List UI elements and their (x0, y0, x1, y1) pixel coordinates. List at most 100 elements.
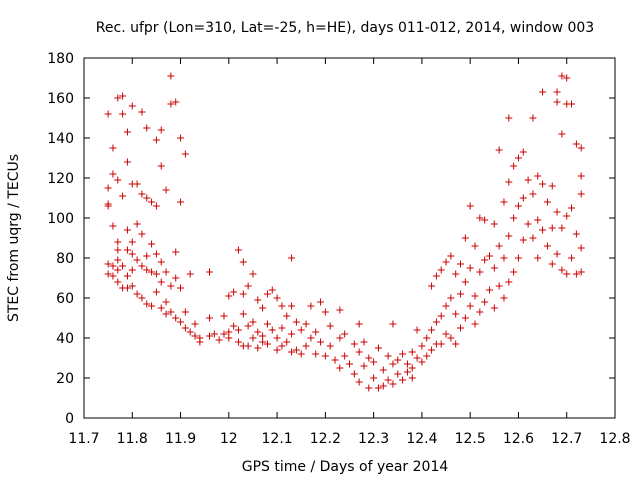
data-point (350, 340, 358, 348)
y-tick-label: 140 (47, 131, 74, 147)
data-point (490, 264, 498, 272)
data-point (432, 272, 440, 280)
data-point (514, 202, 522, 210)
data-point (143, 124, 151, 132)
data-point (263, 320, 271, 328)
data-point (162, 268, 170, 276)
data-point (172, 274, 180, 282)
data-point (403, 368, 411, 376)
data-point (447, 334, 455, 342)
data-point (563, 212, 571, 220)
data-point (119, 192, 127, 200)
data-point (534, 172, 542, 180)
data-point (370, 358, 378, 366)
y-tick-label: 120 (47, 171, 74, 187)
data-point (572, 270, 580, 278)
data-point (138, 190, 146, 198)
data-point (543, 198, 551, 206)
data-point (408, 348, 416, 356)
data-point (563, 74, 571, 82)
data-point (152, 202, 160, 210)
data-point (119, 110, 127, 118)
chart-title: Rec. ufpr (Lon=310, Lat=-25, h=HE), days… (96, 20, 594, 36)
data-point (519, 236, 527, 244)
y-tick-label: 180 (47, 51, 74, 67)
data-point (543, 242, 551, 250)
data-point (148, 198, 156, 206)
data-point (104, 110, 112, 118)
data-point (181, 324, 189, 332)
data-point (572, 230, 580, 238)
data-point (104, 260, 112, 268)
data-point (225, 334, 233, 342)
data-point (442, 302, 450, 310)
data-point (186, 270, 194, 278)
y-tick-label: 60 (56, 291, 74, 307)
x-axis-label: GPS time / Days of year 2014 (242, 459, 449, 475)
data-point (558, 224, 566, 232)
data-point (123, 158, 131, 166)
data-point (288, 254, 296, 262)
data-point (558, 130, 566, 138)
data-point (278, 324, 286, 332)
data-point (471, 292, 479, 300)
data-point (389, 380, 397, 388)
data-point (452, 340, 460, 348)
data-point (302, 342, 310, 350)
data-point (360, 362, 368, 370)
y-tick-label: 40 (56, 331, 74, 347)
data-point (336, 306, 344, 314)
x-tick-label: 11.9 (165, 431, 196, 447)
data-point (143, 252, 151, 260)
data-point (418, 342, 426, 350)
data-point (577, 144, 585, 152)
data-point (302, 320, 310, 328)
data-point (109, 272, 117, 280)
data-point (297, 350, 305, 358)
data-point (254, 296, 262, 304)
data-point (114, 176, 122, 184)
data-point (143, 266, 151, 274)
data-point (206, 314, 214, 322)
data-point (268, 286, 276, 294)
data-point (577, 268, 585, 276)
data-point (510, 162, 518, 170)
data-point (152, 136, 160, 144)
data-point (162, 186, 170, 194)
data-point (413, 326, 421, 334)
data-point (138, 262, 146, 270)
data-point (104, 184, 112, 192)
data-point (408, 364, 416, 372)
data-point (283, 338, 291, 346)
data-point (577, 244, 585, 252)
data-point (553, 88, 561, 96)
data-point (288, 348, 296, 356)
x-tick-label: 12.2 (310, 431, 341, 447)
data-point (172, 314, 180, 322)
data-point (157, 126, 165, 134)
data-point (234, 338, 242, 346)
data-point (263, 290, 271, 298)
data-point (432, 318, 440, 326)
data-point (152, 288, 160, 296)
data-point (239, 258, 247, 266)
data-point (191, 320, 199, 328)
y-tick-label: 80 (56, 251, 74, 267)
data-point (510, 268, 518, 276)
data-point (442, 330, 450, 338)
data-point (283, 312, 291, 320)
data-point (234, 326, 242, 334)
data-point (177, 134, 185, 142)
data-point (428, 282, 436, 290)
data-point (148, 240, 156, 248)
data-point (568, 100, 576, 108)
data-point (114, 238, 122, 246)
data-point (307, 334, 315, 342)
data-point (244, 342, 252, 350)
data-point (114, 94, 122, 102)
data-point (418, 358, 426, 366)
data-point (379, 366, 387, 374)
data-point (558, 72, 566, 80)
data-point (225, 292, 233, 300)
data-point (230, 322, 238, 330)
